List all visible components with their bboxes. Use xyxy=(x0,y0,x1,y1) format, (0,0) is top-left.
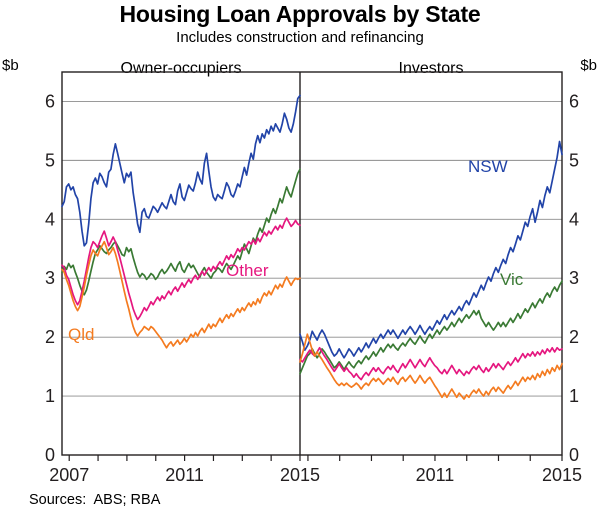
y-tick-label-right: 4 xyxy=(569,209,579,229)
series-line-other-investors xyxy=(299,346,563,381)
y-tick-label-left: 6 xyxy=(45,91,55,111)
series-label-qld: Qld xyxy=(68,325,94,344)
y-axis-unit-left: $b xyxy=(2,57,19,74)
source-note: Sources: ABS; RBA xyxy=(29,492,161,508)
series-line-other-owner-occupiers xyxy=(61,217,301,321)
series-label-vic: Vic xyxy=(500,270,524,289)
y-tick-label-right: 2 xyxy=(569,327,579,347)
chart-title: Housing Loan Approvals by State xyxy=(119,1,481,27)
y-tick-label-right: 6 xyxy=(569,91,579,111)
chart-subtitle: Includes construction and refinancing xyxy=(176,29,424,46)
y-tick-label-right: 3 xyxy=(569,268,579,288)
y-tick-label-left: 0 xyxy=(45,445,55,465)
y-tick-label-right: 1 xyxy=(569,386,579,406)
y-tick-label-left: 5 xyxy=(45,150,55,170)
series-line-nsw-owner-occupiers xyxy=(61,94,301,247)
y-axis-unit-right: $b xyxy=(580,57,597,74)
series-line-qld-investors xyxy=(299,333,563,400)
y-tick-label-left: 3 xyxy=(45,268,55,288)
series-line-qld-owner-occupiers xyxy=(61,240,301,349)
y-tick-label-left: 2 xyxy=(45,327,55,347)
x-tick-label: 2015 xyxy=(280,465,320,485)
panel-title-investors: Investors xyxy=(398,60,464,77)
x-tick-label: 2011 xyxy=(165,465,204,485)
x-tick-label: 2015 xyxy=(542,465,582,485)
x-tick-label: 2011 xyxy=(416,465,455,485)
panel-title-owner-occupiers: Owner-occupiers xyxy=(120,60,242,77)
x-tick-label: 2007 xyxy=(49,465,89,485)
series-label-other: Other xyxy=(226,261,269,280)
series-line-vic-investors xyxy=(299,280,563,375)
y-tick-label-left: 4 xyxy=(45,209,55,229)
y-tick-label-right: 5 xyxy=(569,150,579,170)
series-label-nsw: NSW xyxy=(468,157,508,176)
y-tick-label-left: 1 xyxy=(45,386,55,406)
y-tick-label-right: 0 xyxy=(569,445,579,465)
series-line-nsw-investors xyxy=(299,140,563,359)
